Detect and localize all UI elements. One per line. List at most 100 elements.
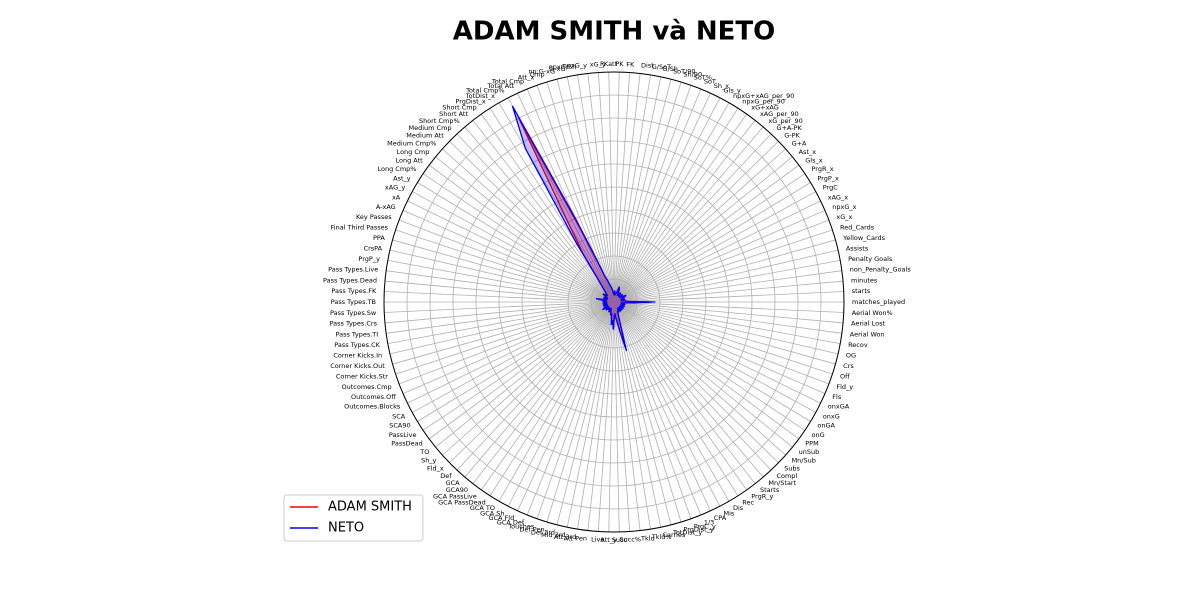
spoke	[395, 229, 615, 303]
spoke	[613, 301, 764, 478]
category-label: Long Att	[396, 156, 424, 164]
spoke	[536, 85, 615, 303]
spoke	[456, 301, 615, 471]
category-label: npxG_per_90	[742, 98, 785, 106]
category-label: PPM	[805, 440, 818, 448]
spoke	[613, 210, 826, 303]
spoke	[386, 301, 615, 334]
spoke	[498, 102, 615, 303]
spoke	[608, 301, 615, 532]
spoke	[435, 301, 615, 448]
spoke	[613, 301, 779, 464]
spoke	[613, 140, 779, 303]
legend-label: NETO	[328, 521, 364, 536]
category-label: Outcomes.Off	[351, 393, 396, 401]
category-label: Sh/90	[683, 70, 702, 78]
spoke	[613, 301, 816, 413]
category-label: PrgDist_y	[683, 526, 713, 534]
category-label: Dist	[641, 62, 654, 70]
category-label: xG_x	[836, 213, 852, 221]
spoke	[613, 249, 839, 303]
spoke	[435, 156, 615, 303]
spoke	[407, 301, 615, 404]
category-label: Dis	[733, 504, 744, 512]
category-label: SCA90	[389, 422, 410, 430]
category-label: Short Att	[439, 110, 468, 118]
spoke	[613, 301, 826, 394]
spoke	[587, 73, 615, 303]
spoke	[387, 301, 615, 345]
spoke	[464, 301, 615, 478]
spoke	[613, 301, 821, 404]
spoke	[613, 301, 692, 519]
category-label: Live	[591, 535, 604, 543]
category-label: minutes	[851, 276, 878, 284]
category-label: GCA90	[446, 486, 468, 494]
category-label: onxG	[823, 412, 840, 420]
spoke	[613, 301, 844, 324]
spoke	[417, 301, 615, 422]
spoke	[613, 291, 844, 303]
spoke	[613, 301, 682, 523]
spoke	[613, 164, 800, 303]
category-label: Touches	[507, 522, 535, 530]
spoke	[613, 301, 841, 345]
category-label: matches_played	[852, 298, 905, 306]
category-label: Total Att	[487, 82, 515, 90]
category-label: Def	[440, 472, 452, 480]
category-label: Corner Kicks.In	[333, 352, 382, 360]
spoke	[389, 249, 615, 303]
spoke	[392, 239, 615, 303]
spoke	[456, 133, 615, 303]
category-label: G-PK	[784, 132, 800, 140]
category-label: PrgR_x	[812, 165, 834, 173]
category-label: Corner Kicks.Str	[336, 373, 388, 381]
spoke	[613, 133, 772, 303]
category-label: Red_Cards	[840, 223, 875, 231]
spoke	[526, 301, 615, 516]
category-label: Mn/Sub	[792, 456, 816, 464]
spoke	[384, 280, 615, 303]
spoke	[613, 76, 662, 303]
spoke	[613, 108, 739, 303]
spoke	[422, 173, 615, 303]
spoke	[442, 301, 615, 456]
spoke	[613, 126, 764, 303]
category-label: GCA Fld	[488, 514, 514, 522]
category-label: Medium Att	[406, 132, 444, 140]
category-label: Yellow_Cards	[842, 234, 885, 242]
spoke	[428, 164, 615, 303]
outer-frame	[383, 71, 845, 533]
category-label: npxG_x	[832, 203, 856, 211]
category-label: Ast_x	[799, 148, 817, 156]
category-label: Aerial Won	[850, 330, 885, 338]
spoke	[556, 79, 615, 303]
chart-title: ADAM SMITH và NETO	[453, 17, 775, 47]
spoke	[608, 72, 615, 303]
category-label: PPA	[373, 234, 385, 242]
category-label: Fld_y	[836, 383, 853, 391]
spoke	[412, 191, 615, 303]
spoke	[481, 301, 615, 491]
spoke	[472, 301, 615, 484]
category-label: Long Cmp	[397, 148, 430, 156]
category-label: Mis	[723, 509, 734, 517]
category-label: Pass Types.Live	[328, 266, 378, 274]
category-label: Outcomes.Cmp	[341, 383, 391, 391]
spoke	[449, 301, 615, 464]
category-label: G-xG	[549, 65, 565, 73]
spoke	[472, 120, 615, 303]
category-label: xA	[392, 193, 401, 201]
spoke	[412, 301, 615, 413]
spoke	[613, 301, 836, 365]
category-label: Att_y	[600, 536, 617, 544]
category-label: Pass Types.Crs	[330, 320, 378, 328]
category-label: PrgP_x	[817, 174, 839, 182]
category-label: CrsPA	[364, 244, 383, 252]
category-label: Def Pen	[519, 526, 544, 534]
spoke	[613, 74, 651, 303]
category-label: Cmp	[530, 70, 545, 78]
category-label: Ast_y	[393, 174, 411, 182]
category-label: Medium Cmp%	[387, 140, 436, 148]
